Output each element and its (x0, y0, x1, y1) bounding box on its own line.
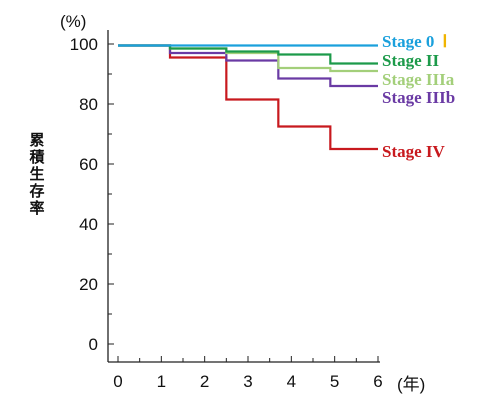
y-axis-label-char: 率 (29, 199, 44, 217)
x-tick-label: 6 (373, 372, 382, 391)
y-axis-label-char: 累 (29, 131, 44, 149)
y-axis-label-char: 積 (28, 148, 45, 166)
y-tick-label: 40 (79, 215, 98, 234)
legend-series-suffix: Ⅰ (442, 32, 447, 51)
legend-label: Stage IV (382, 142, 446, 161)
x-tick-label: 0 (113, 372, 122, 391)
x-tick-label: 2 (200, 372, 209, 391)
legend-series-name: Stage IIIa (382, 70, 455, 89)
legend-series-name: Stage IV (382, 142, 446, 161)
y-axis-label-char: 存 (29, 182, 44, 200)
x-tick-label: 3 (243, 372, 252, 391)
y-tick-label: 60 (79, 155, 98, 174)
y-axis-label-char: 生 (29, 165, 44, 183)
y-tick-label: 100 (70, 35, 98, 54)
x-axis-label: (年) (397, 375, 425, 394)
series-line-stage-iiia (118, 44, 378, 73)
axes: 0 20 40 60 80 100 0 1 2 3 4 5 6 (70, 30, 383, 391)
y-tick-label: 20 (79, 275, 98, 294)
legend-label: Stage IIIa (382, 70, 455, 89)
legend-series-name: Stage 0 (382, 32, 434, 51)
legend-label: Stage II (382, 51, 440, 70)
series-line-stage-ii (118, 44, 378, 65)
legend-series-name: Stage IIIb (382, 88, 455, 107)
series-layer (118, 44, 378, 151)
legend-label: Stage 0 Ⅰ (382, 32, 447, 51)
legend-label: Stage IIIb (382, 88, 455, 107)
y-tick-label: 80 (79, 95, 98, 114)
x-tick-label: 4 (287, 372, 296, 391)
y-tick-label: 0 (89, 335, 98, 354)
x-tick-label: 5 (330, 372, 339, 391)
legend-series-name: Stage II (382, 51, 440, 70)
x-tick-label: 1 (157, 372, 166, 391)
y-unit-label: (%) (60, 12, 86, 31)
